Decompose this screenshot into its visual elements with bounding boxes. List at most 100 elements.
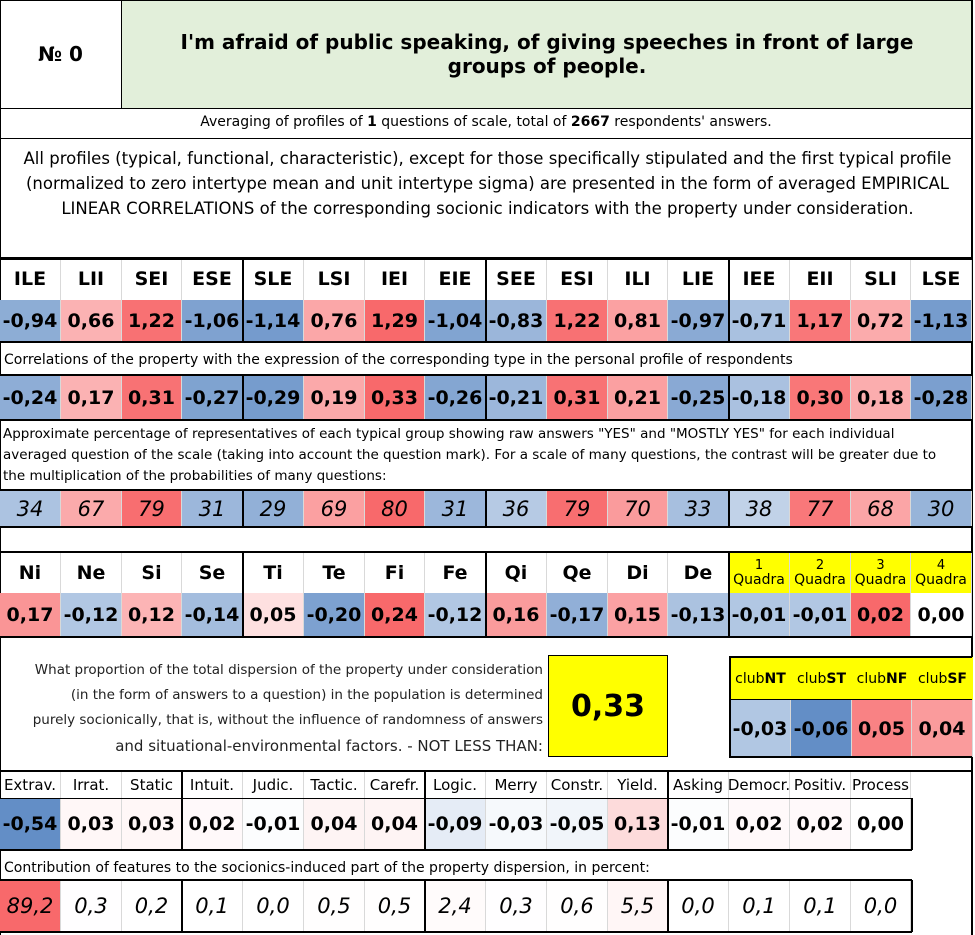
- type-header: SLE: [243, 258, 304, 300]
- type-correlation: 0,17: [61, 375, 122, 420]
- function-header: Ne: [61, 552, 122, 593]
- function-score: -0,12: [61, 593, 122, 637]
- border: [0, 108, 973, 109]
- feature-contribution: 0,1: [729, 880, 790, 932]
- caption: Contribution of features to the sociоnic…: [4, 860, 650, 876]
- border: [0, 419, 973, 421]
- border: [242, 257, 244, 343]
- type-score: 0,81: [608, 300, 668, 342]
- feature-contribution: 0,3: [61, 880, 122, 932]
- yes-percentage: 34: [0, 490, 61, 527]
- feature-header: Process: [851, 772, 911, 798]
- border: [485, 257, 487, 343]
- function-header: Ti: [243, 552, 304, 593]
- yes-percentage: 70: [608, 490, 668, 527]
- border: [242, 489, 244, 527]
- type-score: -0,97: [668, 300, 729, 342]
- feature-contribution: 0,5: [365, 880, 425, 932]
- quadra-label: Quadra: [915, 571, 967, 588]
- function-score: -0,17: [547, 593, 608, 637]
- feature-contribution: 0,0: [668, 880, 729, 932]
- feature-score: 0,04: [365, 798, 425, 850]
- yes-percentage: 29: [243, 490, 304, 527]
- type-correlation: 0,31: [547, 375, 608, 420]
- club-header: club NF: [852, 657, 912, 700]
- type-header: IEI: [365, 258, 425, 300]
- border: [181, 770, 183, 850]
- caption: Correlations of the property with the ex…: [4, 352, 793, 368]
- feature-contribution: 0,1: [182, 880, 243, 932]
- type-correlation: -0,25: [668, 375, 729, 420]
- function-header: Di: [608, 552, 668, 593]
- type-correlation: 0,31: [122, 375, 182, 420]
- club-header: club SF: [912, 657, 973, 700]
- border: [729, 656, 731, 758]
- border: [0, 770, 973, 772]
- club-score: -0,06: [791, 700, 852, 757]
- feature-score: 0,13: [608, 798, 668, 850]
- function-header: Si: [122, 552, 182, 593]
- type-score: 1,22: [122, 300, 182, 342]
- type-score: -1,13: [911, 300, 972, 342]
- summary-text: Averaging of profiles of: [200, 114, 368, 130]
- feature-header: Carefr.: [365, 772, 425, 798]
- type-header: LSE: [911, 258, 972, 300]
- feature-score: 0,02: [790, 798, 851, 850]
- feature-header: Extrav.: [0, 772, 61, 798]
- border: [728, 257, 730, 343]
- border: [485, 551, 487, 637]
- quadra-label: Quadra: [854, 571, 907, 588]
- club-name: ST: [826, 670, 846, 687]
- club-score: -0,03: [730, 700, 791, 757]
- type-correlation: -0,21: [486, 375, 547, 420]
- type-correlation: -0,18: [729, 375, 790, 420]
- feature-score: -0,54: [0, 798, 61, 850]
- yes-percentage: 38: [729, 490, 790, 527]
- yes-percentage: 80: [365, 490, 425, 527]
- feature-contribution: 0,0: [243, 880, 304, 932]
- function-header: De: [668, 552, 729, 593]
- note: All profiles (typical, functional, chara…: [23, 149, 952, 218]
- type-correlation: 0,18: [851, 375, 911, 420]
- function-score: 0,17: [0, 593, 61, 637]
- yes-percentage: 69: [304, 490, 365, 527]
- type-correlation: 0,19: [304, 375, 365, 420]
- function-score: 0,12: [122, 593, 182, 637]
- type-correlation: -0,27: [182, 375, 243, 420]
- quadra-number: 3: [876, 557, 885, 573]
- type-correlation: -0,24: [0, 375, 61, 420]
- type-header: LII: [61, 258, 122, 300]
- type-correlation: 0,33: [365, 375, 425, 420]
- type-correlation: -0,29: [243, 375, 304, 420]
- club-header: club ST: [791, 657, 852, 700]
- function-score: -0,12: [425, 593, 486, 637]
- feature-score: -0,05: [547, 798, 608, 850]
- respondent-count: 2667: [570, 114, 610, 130]
- type-header: ILE: [0, 258, 61, 300]
- feature-score: -0,01: [668, 798, 729, 850]
- feature-score: -0,01: [243, 798, 304, 850]
- border: [0, 931, 912, 933]
- border: [242, 374, 244, 420]
- function-score: 0,15: [608, 593, 668, 637]
- club-prefix: club: [735, 670, 765, 687]
- quadra-header: 4 Quadra: [911, 552, 972, 593]
- feature-contribution: 0,2: [122, 880, 182, 932]
- feature-contribution: 0,1: [790, 880, 851, 932]
- club-prefix: club: [797, 670, 827, 687]
- quadra-number: 4: [936, 557, 946, 573]
- yes-percentage: 36: [486, 490, 547, 527]
- feature-score: -0,09: [425, 798, 486, 850]
- function-header: Te: [304, 552, 365, 593]
- quadra-header: 2 Quadra: [790, 552, 851, 593]
- type-score: -0,94: [0, 300, 61, 342]
- function-header: Qe: [547, 552, 608, 593]
- border: [728, 374, 730, 420]
- type-header: SEI: [122, 258, 182, 300]
- border: [0, 879, 912, 881]
- type-score: -1,06: [182, 300, 243, 342]
- border: [485, 489, 487, 527]
- quadra-number: 2: [815, 557, 825, 573]
- summary: Averaging of profiles of 1 questions of …: [0, 114, 972, 130]
